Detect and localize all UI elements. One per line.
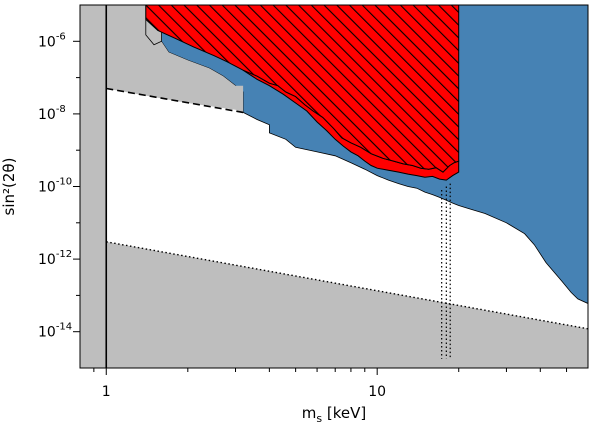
gray-region-left [80, 5, 107, 368]
x-axis-title: ms [keV] [302, 404, 366, 425]
plot-area [80, 5, 588, 368]
y-tick-label-4: 10-12 [38, 249, 72, 268]
x-tick-label-1: 1 [102, 384, 111, 400]
gray-region-bottom [106, 241, 588, 368]
x-tick-label-2: 10 [368, 384, 386, 400]
gray-region-top [106, 5, 244, 113]
dotted-bound-line [106, 241, 588, 330]
axes: 1 10 10-6 10-8 10-10 10-12 10-14 [38, 31, 568, 400]
dashed-bound-line [106, 87, 244, 114]
y-tick-label-5: 10-14 [38, 322, 72, 341]
y-axis-title: sin²(2θ) [0, 158, 18, 216]
y-tick-label-3: 10-10 [38, 177, 72, 196]
red-hatched-region [145, 5, 460, 173]
y-tick-label-2: 10-8 [38, 104, 66, 123]
y-tick-label-1: 10-6 [38, 31, 66, 50]
